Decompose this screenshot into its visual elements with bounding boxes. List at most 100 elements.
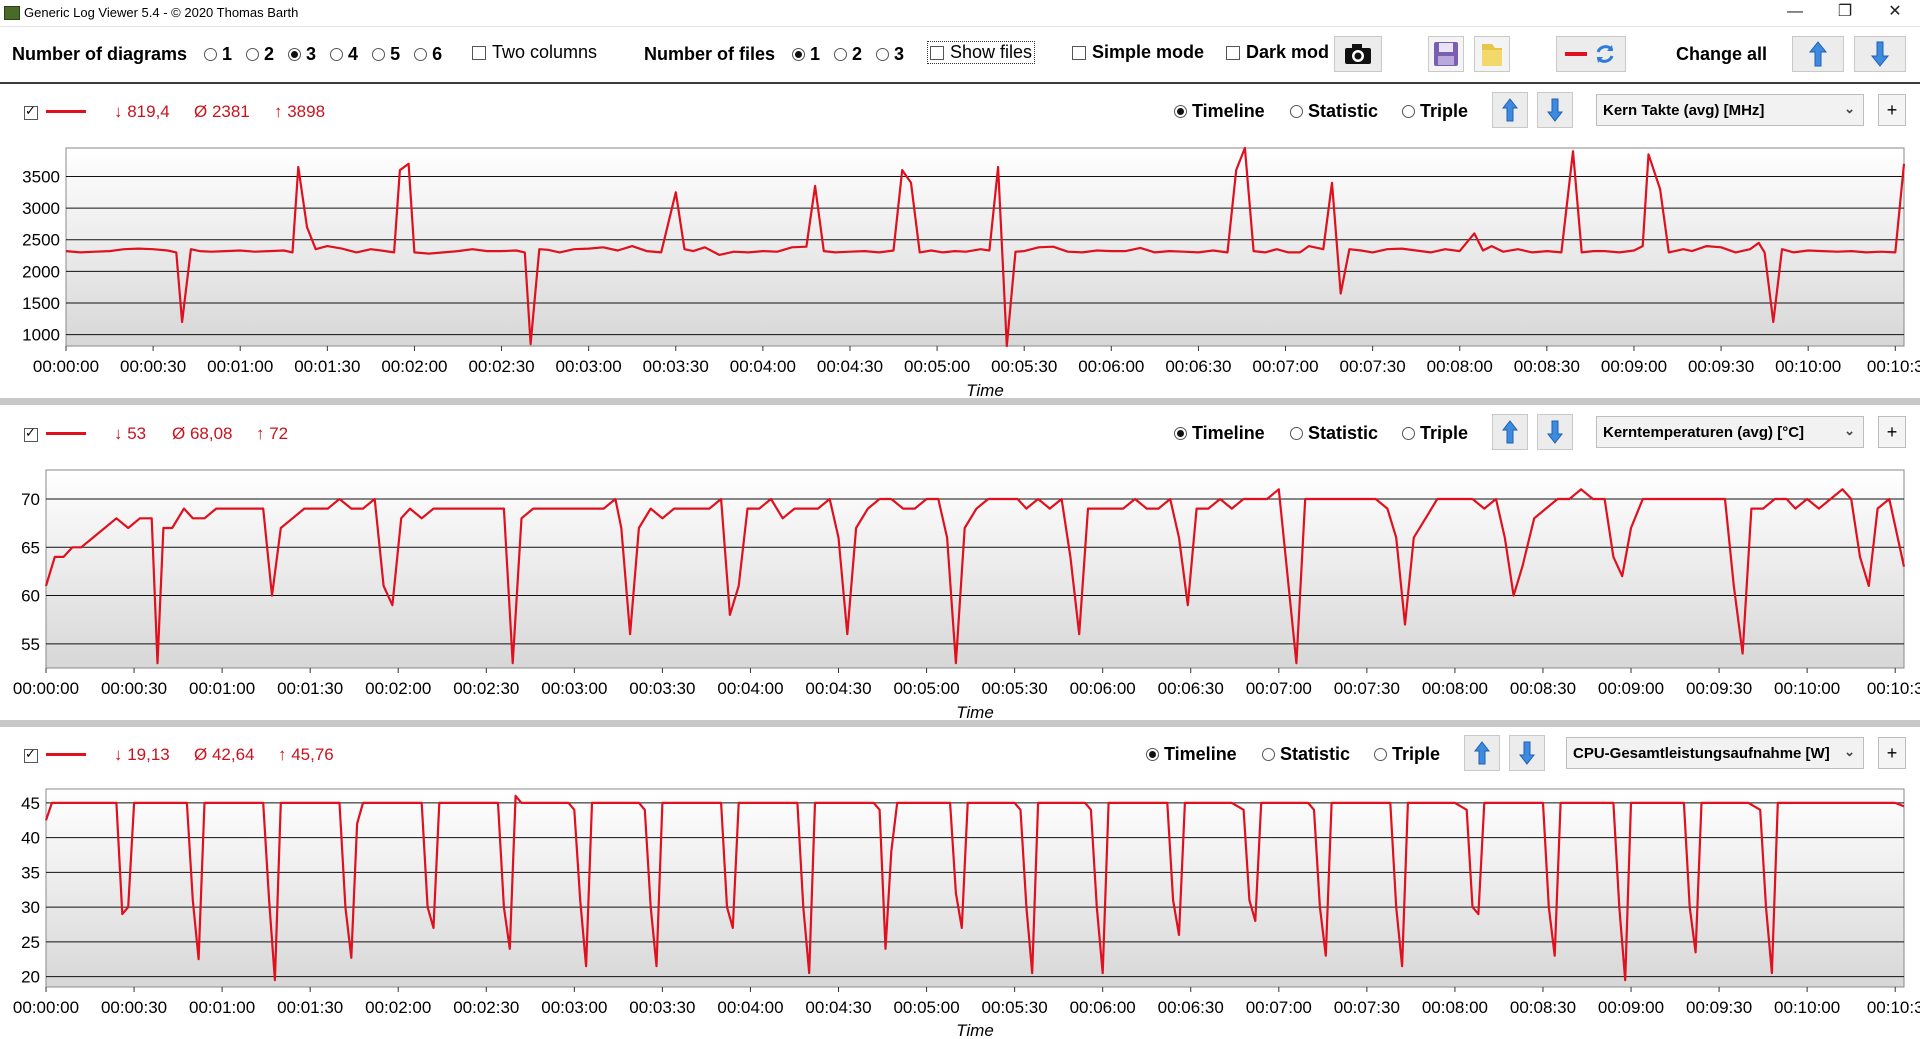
checkbox-icon[interactable] (472, 45, 486, 60)
radio-icon[interactable] (1402, 105, 1415, 118)
x-tick-label: 00:05:30 (982, 679, 1048, 698)
sensor-select[interactable]: Kerntemperaturen (avg) [°C] ⌄ (1596, 416, 1864, 448)
series-visible-checkbox[interactable] (24, 746, 44, 765)
x-tick-label: 00:10:00 (1774, 679, 1840, 698)
checkbox-checked-icon[interactable] (24, 425, 38, 442)
add-series-button[interactable]: + (1878, 416, 1906, 448)
radio-icon[interactable] (372, 48, 386, 61)
move-all-down-button[interactable] (1854, 36, 1906, 72)
add-series-button[interactable]: + (1878, 94, 1906, 126)
file-option-2[interactable]: 2 (834, 44, 862, 65)
radio-icon[interactable] (1374, 748, 1387, 761)
x-tick-label: 00:02:30 (453, 998, 519, 1017)
simple-mode-checkbox[interactable]: Simple mode (1072, 42, 1204, 63)
min-value: ↓ 819,4 (114, 102, 170, 121)
move-down-button[interactable] (1537, 92, 1573, 128)
save-button[interactable] (1428, 36, 1464, 72)
sensor-select[interactable]: CPU-Gesamtleistungsaufnahme [W] ⌄ (1566, 737, 1864, 769)
radio-icon[interactable] (204, 48, 217, 61)
radio-icon[interactable] (876, 48, 890, 61)
series-visible-checkbox[interactable] (24, 425, 44, 444)
mode-triple[interactable]: Triple (1374, 744, 1440, 765)
mode-triple[interactable]: Triple (1402, 423, 1468, 444)
x-tick-label: 00:07:00 (1246, 679, 1312, 698)
maximize-button[interactable]: ❐ (1837, 3, 1853, 20)
radio-selected-icon[interactable] (1146, 748, 1159, 761)
radio-icon[interactable] (1402, 427, 1415, 440)
two-columns-checkbox[interactable]: Two columns (472, 42, 597, 63)
mode-triple[interactable]: Triple (1402, 101, 1468, 122)
checkbox-icon[interactable] (1072, 45, 1086, 60)
radio-selected-icon[interactable] (1174, 427, 1187, 440)
mode-timeline[interactable]: Timeline (1174, 423, 1265, 444)
mode-timeline[interactable]: Timeline (1174, 101, 1265, 122)
mode-statistic[interactable]: Statistic (1290, 101, 1378, 122)
diagram-option-5[interactable]: 5 (372, 44, 400, 65)
x-tick-label: 00:00:00 (13, 679, 79, 698)
mode-statistic[interactable]: Statistic (1262, 744, 1350, 765)
radio-icon[interactable] (330, 48, 344, 61)
radio-icon[interactable] (834, 48, 848, 61)
mode-statistic[interactable]: Statistic (1290, 423, 1378, 444)
screenshot-button[interactable] (1334, 36, 1382, 72)
max-value: ↑ 45,76 (278, 745, 334, 764)
x-tick-label: 00:05:30 (982, 998, 1048, 1017)
show-files-checkbox[interactable]: Show files (926, 41, 1036, 64)
app-icon (4, 6, 20, 20)
radio-icon[interactable] (246, 48, 260, 61)
x-tick-label: 00:02:00 (365, 679, 431, 698)
x-tick-label: 00:04:30 (805, 679, 871, 698)
line-style-swap-button[interactable] (1556, 36, 1626, 72)
move-up-button[interactable] (1492, 92, 1528, 128)
radio-selected-icon[interactable] (792, 48, 805, 61)
x-tick-label: 00:00:00 (13, 998, 79, 1017)
radio-selected-icon[interactable] (288, 48, 302, 61)
y-tick-label: 25 (21, 933, 40, 952)
series-color-swatch[interactable] (46, 753, 86, 756)
close-button[interactable]: ✕ (1888, 3, 1902, 20)
dark-mode-checkbox[interactable]: Dark mod (1226, 42, 1329, 63)
diagram-option-1[interactable]: 1 (204, 44, 232, 65)
radio-icon[interactable] (1290, 427, 1303, 440)
panel-divider[interactable] (0, 398, 1920, 405)
series-color-swatch[interactable] (46, 110, 86, 113)
plot-area (45, 469, 1905, 669)
radio-selected-icon[interactable] (1174, 105, 1187, 118)
title-bar: Generic Log Viewer 5.4 - © 2020 Thomas B… (0, 0, 1920, 27)
mode-timeline[interactable]: Timeline (1146, 744, 1237, 765)
file-option-1[interactable]: 1 (792, 44, 820, 65)
radio-icon[interactable] (1262, 748, 1275, 761)
sensor-select[interactable]: Kern Takte (avg) [MHz] ⌄ (1596, 94, 1864, 126)
x-tick-label: 00:06:30 (1158, 679, 1224, 698)
checkbox-checked-icon[interactable] (24, 103, 38, 120)
x-tick-label: 00:04:30 (817, 357, 883, 376)
add-series-button[interactable]: + (1878, 737, 1906, 769)
checkbox-checked-icon[interactable] (24, 746, 38, 763)
min-value: ↓ 53 (114, 424, 147, 443)
x-tick-label: 00:08:30 (1510, 998, 1576, 1017)
open-folder-button[interactable] (1474, 36, 1510, 72)
diagram-option-2[interactable]: 2 (246, 44, 274, 65)
avg-value: Ø 68,08 (172, 424, 233, 443)
diagram-option-3[interactable]: 3 (288, 44, 316, 65)
x-tick-label: 00:10:00 (1774, 998, 1840, 1017)
move-all-up-button[interactable] (1792, 36, 1844, 72)
file-option-3[interactable]: 3 (876, 44, 904, 65)
move-down-button[interactable] (1509, 735, 1545, 771)
checkbox-icon[interactable] (930, 45, 944, 60)
series-visible-checkbox[interactable] (24, 103, 44, 122)
panel-divider[interactable] (0, 720, 1920, 727)
x-tick-label: 00:02:30 (468, 357, 534, 376)
radio-icon[interactable] (1290, 105, 1303, 118)
x-tick-label: 00:03:00 (541, 679, 607, 698)
y-tick-label: 1000 (22, 326, 60, 345)
minimize-button[interactable]: — (1787, 3, 1803, 20)
radio-icon[interactable] (414, 48, 428, 61)
diagram-option-6[interactable]: 6 (414, 44, 442, 65)
move-down-button[interactable] (1537, 414, 1573, 450)
move-up-button[interactable] (1492, 414, 1528, 450)
diagram-option-4[interactable]: 4 (330, 44, 358, 65)
series-color-swatch[interactable] (46, 432, 86, 435)
checkbox-icon[interactable] (1226, 45, 1240, 60)
move-up-button[interactable] (1464, 735, 1500, 771)
